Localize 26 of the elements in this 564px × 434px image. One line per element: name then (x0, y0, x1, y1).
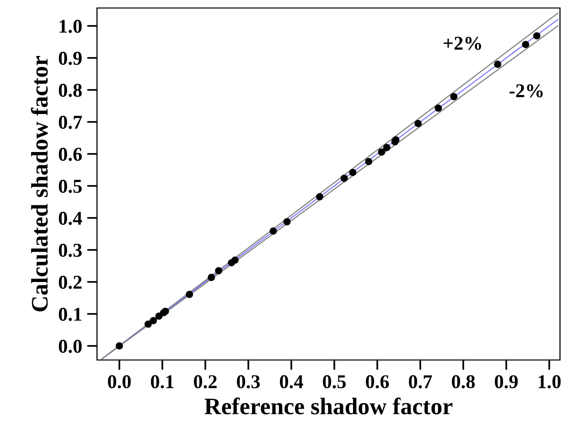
x-tick-label: 0.4 (280, 375, 304, 388)
x-axis-title: Reference shadow factor (204, 398, 452, 414)
y-tick-label: 1.0 (60, 20, 82, 33)
x-tick-label: 0.3 (236, 375, 260, 388)
y-tick-label: 0.2 (58, 276, 82, 289)
y-tick-label: 0.6 (58, 148, 82, 161)
x-tick-label: 0.7 (408, 375, 432, 388)
y-tick-label: 0.8 (58, 84, 82, 97)
x-tick-label: 0.5 (322, 375, 346, 388)
annotation: +2% (444, 36, 482, 50)
x-tick-label: 1.0 (538, 375, 561, 388)
y-tick-label: 0.1 (58, 308, 82, 321)
x-tick-label: 0.0 (108, 375, 131, 388)
y-tick-label: 0.5 (58, 180, 82, 193)
y-tick-label: 0.0 (58, 340, 82, 353)
y-tick-label: 0.4 (58, 212, 82, 225)
x-tick-label: 0.9 (494, 375, 518, 388)
x-tick-label: 0.6 (366, 375, 389, 388)
annotation: -2% (510, 84, 543, 98)
y-tick-label: 0.7 (58, 116, 82, 129)
x-tick-label: 0.8 (452, 375, 475, 388)
y-tick-label: 0.9 (58, 52, 82, 65)
y-tick-label: 0.3 (58, 244, 82, 257)
y-axis-title: Calculated shadow factor (30, 56, 48, 312)
x-tick-label: 0.1 (150, 375, 174, 388)
x-tick-label: 0.2 (194, 375, 217, 388)
